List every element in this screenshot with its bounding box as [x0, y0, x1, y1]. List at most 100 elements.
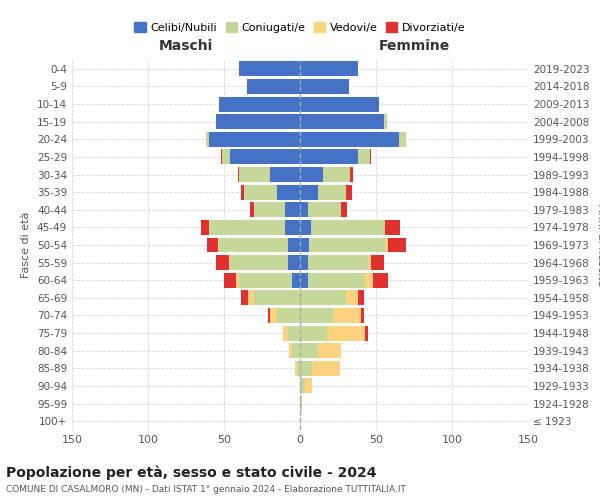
Bar [207, 238, 218, 252]
Bar [368, 255, 371, 270]
Bar [217, 255, 229, 270]
Bar [305, 378, 312, 394]
Text: COMUNE DI CASALMORO (MN) - Dati ISTAT 1° gennaio 2024 - Elaborazione TUTTITALIA.: COMUNE DI CASALMORO (MN) - Dati ISTAT 1°… [6, 485, 406, 494]
Bar [399, 132, 406, 147]
Bar [269, 167, 300, 182]
Bar [300, 326, 328, 340]
Bar [358, 150, 370, 164]
Bar [318, 184, 346, 200]
Bar [218, 238, 220, 252]
Bar [220, 238, 288, 252]
Bar [292, 343, 300, 358]
Bar [323, 167, 350, 182]
Bar [308, 202, 341, 218]
Bar [248, 290, 254, 306]
Bar [365, 326, 368, 340]
Bar [236, 273, 239, 287]
Bar [201, 220, 209, 235]
Bar [209, 132, 300, 147]
Bar [247, 79, 300, 94]
Bar [300, 96, 379, 112]
Bar [239, 62, 300, 76]
Bar [385, 238, 388, 252]
Bar [309, 238, 385, 252]
Bar [300, 290, 346, 306]
Bar [254, 290, 300, 306]
Bar [300, 167, 323, 182]
Bar [311, 220, 383, 235]
Bar [300, 114, 383, 129]
Bar [217, 114, 300, 129]
Y-axis label: Anni di nascita: Anni di nascita [596, 204, 600, 286]
Bar [388, 238, 406, 252]
Bar [254, 202, 285, 218]
Bar [300, 79, 349, 94]
Bar [361, 308, 364, 323]
Bar [268, 308, 269, 323]
Bar [241, 290, 248, 306]
Bar [269, 308, 277, 323]
Bar [224, 273, 236, 287]
Bar [209, 220, 285, 235]
Bar [300, 202, 308, 218]
Bar [385, 220, 400, 235]
Bar [300, 238, 309, 252]
Bar [241, 184, 244, 200]
Text: Maschi: Maschi [159, 39, 213, 53]
Bar [297, 361, 300, 376]
Bar [300, 378, 305, 394]
Bar [239, 167, 269, 182]
Text: Popolazione per età, sesso e stato civile - 2024: Popolazione per età, sesso e stato civil… [6, 465, 377, 479]
Bar [292, 273, 300, 287]
Bar [295, 361, 297, 376]
Bar [383, 220, 385, 235]
Bar [238, 167, 239, 182]
Bar [285, 220, 300, 235]
Bar [300, 343, 318, 358]
Bar [277, 184, 300, 200]
Text: Femmine: Femmine [379, 39, 449, 53]
Bar [300, 184, 318, 200]
Bar [334, 308, 361, 323]
Bar [230, 255, 288, 270]
Legend: Celibi/Nubili, Coniugati/e, Vedovi/e, Divorziati/e: Celibi/Nubili, Coniugati/e, Vedovi/e, Di… [130, 18, 470, 37]
Bar [277, 308, 300, 323]
Bar [230, 150, 300, 164]
Bar [300, 132, 399, 147]
Bar [220, 96, 300, 112]
Bar [300, 273, 308, 287]
Bar [289, 343, 292, 358]
Bar [373, 273, 388, 287]
Bar [300, 308, 334, 323]
Bar [223, 150, 230, 164]
Bar [365, 273, 373, 287]
Bar [300, 396, 302, 411]
Bar [288, 238, 300, 252]
Bar [239, 273, 292, 287]
Bar [312, 361, 340, 376]
Bar [346, 184, 352, 200]
Y-axis label: Fasce di età: Fasce di età [22, 212, 31, 278]
Bar [358, 290, 364, 306]
Bar [370, 150, 371, 164]
Bar [300, 361, 312, 376]
Bar [318, 343, 341, 358]
Bar [300, 150, 358, 164]
Bar [371, 255, 383, 270]
Bar [308, 273, 365, 287]
Bar [229, 255, 230, 270]
Bar [341, 202, 347, 218]
Bar [383, 114, 386, 129]
Bar [350, 167, 353, 182]
Bar [283, 326, 288, 340]
Bar [250, 202, 254, 218]
Bar [221, 150, 223, 164]
Bar [285, 202, 300, 218]
Bar [288, 255, 300, 270]
Bar [300, 62, 358, 76]
Bar [328, 326, 365, 340]
Bar [308, 255, 368, 270]
Bar [300, 220, 311, 235]
Bar [244, 184, 277, 200]
Bar [206, 132, 209, 147]
